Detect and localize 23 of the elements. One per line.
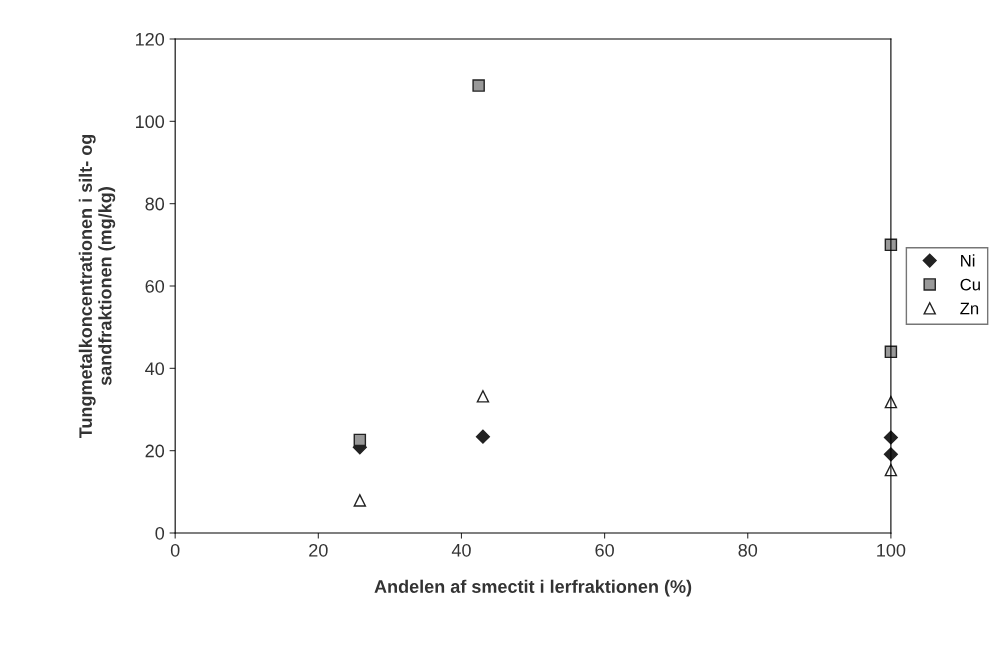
point xyxy=(353,494,367,507)
x-tick-label: 60 xyxy=(595,543,614,557)
point xyxy=(475,429,491,444)
y-tick-label: 20 xyxy=(145,444,165,458)
legend-label: Ni xyxy=(961,254,975,267)
point xyxy=(476,390,490,403)
x-tick-label: 20 xyxy=(309,543,328,557)
y-tick-label: 40 xyxy=(145,362,165,376)
x-tick-label: 100 xyxy=(877,543,906,557)
y-axis-title: Tungmetalkoncentrationen i silt- og sandfraktionen (mg/kg) xyxy=(78,134,116,439)
point xyxy=(353,433,367,447)
y-tick-label: 80 xyxy=(145,197,165,211)
y-tick-label: 120 xyxy=(136,32,165,46)
x-axis-title: Andelen af smectit i lerfraktionen (%) xyxy=(374,579,692,597)
y-tick-label: 100 xyxy=(136,115,165,129)
point xyxy=(472,79,485,92)
y-tick-label: 0 xyxy=(155,526,165,540)
x-tick-label: 0 xyxy=(170,543,180,557)
legend-label: Cu xyxy=(960,278,980,291)
x-tick-label: 40 xyxy=(451,543,471,557)
x-tick-label: 80 xyxy=(738,543,758,557)
legend-label: Zn xyxy=(960,302,979,315)
y-tick-label: 60 xyxy=(145,279,165,293)
